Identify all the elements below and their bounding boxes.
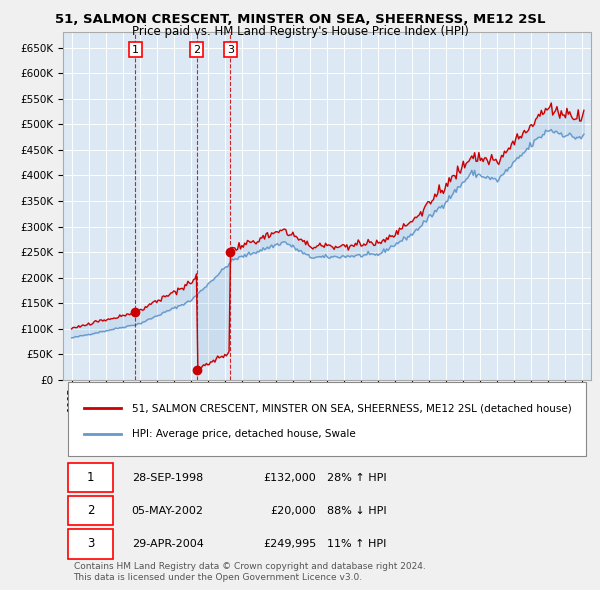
Text: HPI: Average price, detached house, Swale: HPI: Average price, detached house, Swal…	[131, 428, 355, 438]
Text: 88% ↓ HPI: 88% ↓ HPI	[327, 506, 386, 516]
Text: This data is licensed under the Open Government Licence v3.0.: This data is licensed under the Open Gov…	[74, 573, 362, 582]
Text: 1: 1	[87, 471, 94, 484]
FancyBboxPatch shape	[68, 463, 113, 492]
Text: 1: 1	[132, 45, 139, 55]
Text: 51, SALMON CRESCENT, MINSTER ON SEA, SHEERNESS, ME12 2SL: 51, SALMON CRESCENT, MINSTER ON SEA, SHE…	[55, 13, 545, 26]
Text: Contains HM Land Registry data © Crown copyright and database right 2024.: Contains HM Land Registry data © Crown c…	[74, 562, 425, 571]
Text: 11% ↑ HPI: 11% ↑ HPI	[327, 539, 386, 549]
Text: 28% ↑ HPI: 28% ↑ HPI	[327, 473, 386, 483]
Text: 28-SEP-1998: 28-SEP-1998	[131, 473, 203, 483]
Text: £20,000: £20,000	[271, 506, 316, 516]
Text: 51, SALMON CRESCENT, MINSTER ON SEA, SHEERNESS, ME12 2SL (detached house): 51, SALMON CRESCENT, MINSTER ON SEA, SHE…	[131, 403, 571, 413]
Text: 2: 2	[193, 45, 200, 55]
Text: 29-APR-2004: 29-APR-2004	[131, 539, 203, 549]
Text: 2: 2	[87, 504, 94, 517]
Text: £132,000: £132,000	[263, 473, 316, 483]
Text: 05-MAY-2002: 05-MAY-2002	[131, 506, 203, 516]
Text: £249,995: £249,995	[263, 539, 316, 549]
FancyBboxPatch shape	[68, 529, 113, 559]
Text: 3: 3	[227, 45, 234, 55]
Text: Price paid vs. HM Land Registry's House Price Index (HPI): Price paid vs. HM Land Registry's House …	[131, 25, 469, 38]
FancyBboxPatch shape	[68, 382, 586, 456]
Text: 3: 3	[87, 537, 94, 550]
FancyBboxPatch shape	[68, 496, 113, 526]
